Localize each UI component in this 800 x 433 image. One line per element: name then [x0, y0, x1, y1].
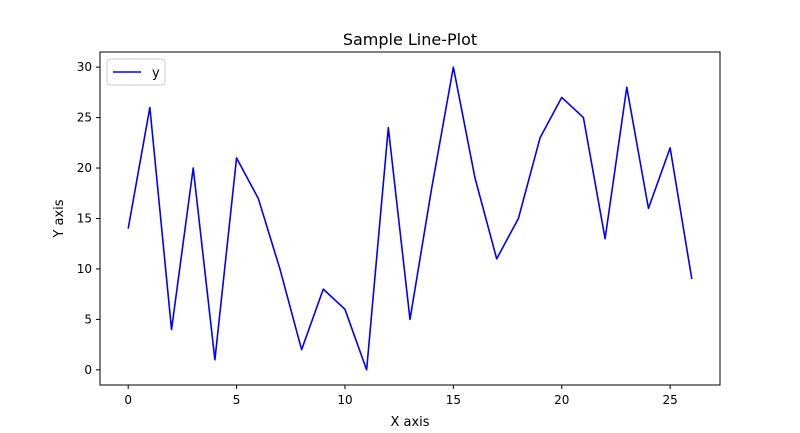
plot-frame — [99, 51, 721, 386]
chart-title: Sample Line-Plot — [343, 30, 477, 49]
series-line-y — [127, 66, 693, 371]
x-axis-label: X axis — [390, 415, 429, 430]
y-tick-label: 25 — [77, 111, 92, 125]
x-tick-label: 15 — [446, 393, 461, 407]
legend: y — [106, 58, 166, 86]
x-axis-ticks: 0 5 10 15 20 25 — [124, 385, 678, 407]
y-tick-label: 30 — [77, 60, 92, 74]
y-tick-label: 0 — [84, 363, 92, 377]
x-tick-label: 5 — [233, 393, 241, 407]
y-axis-ticks: 0 5 10 15 20 25 30 — [77, 60, 100, 377]
y-tick-label: 15 — [77, 212, 92, 226]
legend-label-y: y — [152, 66, 160, 81]
y-tick-label: 20 — [77, 161, 92, 175]
x-tick-label: 0 — [124, 393, 132, 407]
x-tick-label: 10 — [337, 393, 352, 407]
x-tick-label: 20 — [554, 393, 569, 407]
x-tick-label: 25 — [662, 393, 677, 407]
y-tick-label: 5 — [84, 312, 92, 326]
y-tick-label: 10 — [77, 262, 92, 276]
y-axis-label: Y axis — [52, 199, 67, 238]
